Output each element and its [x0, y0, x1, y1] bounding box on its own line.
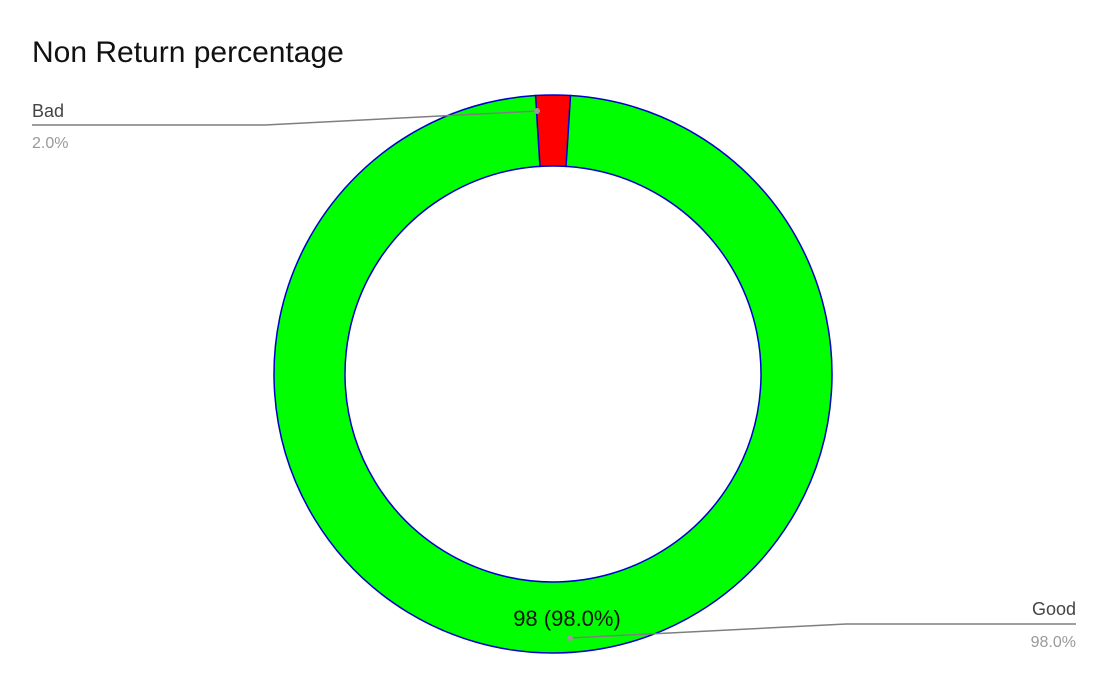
- legend-label-bad: Bad: [32, 101, 64, 121]
- legend-label-good: Good: [1032, 599, 1076, 619]
- labels-layer: 98 (98.0%) Bad 2.0% Good 98.0%: [32, 101, 1076, 651]
- chart-title: Non Return percentage: [32, 36, 344, 69]
- donut-slice-good: [273, 94, 833, 654]
- leader-dot-bad: [534, 108, 540, 114]
- slices-layer: [273, 94, 833, 654]
- donut-slice-bad: [534, 94, 572, 168]
- leader-line-bad: [32, 110, 538, 126]
- leader-line-good: [569, 623, 1076, 639]
- legend-percent-bad: 2.0%: [32, 135, 68, 152]
- slice-data-label-good: 98 (98.0%): [513, 606, 621, 631]
- legend-percent-good: 98.0%: [1031, 634, 1076, 651]
- leader-dot-good: [567, 635, 573, 641]
